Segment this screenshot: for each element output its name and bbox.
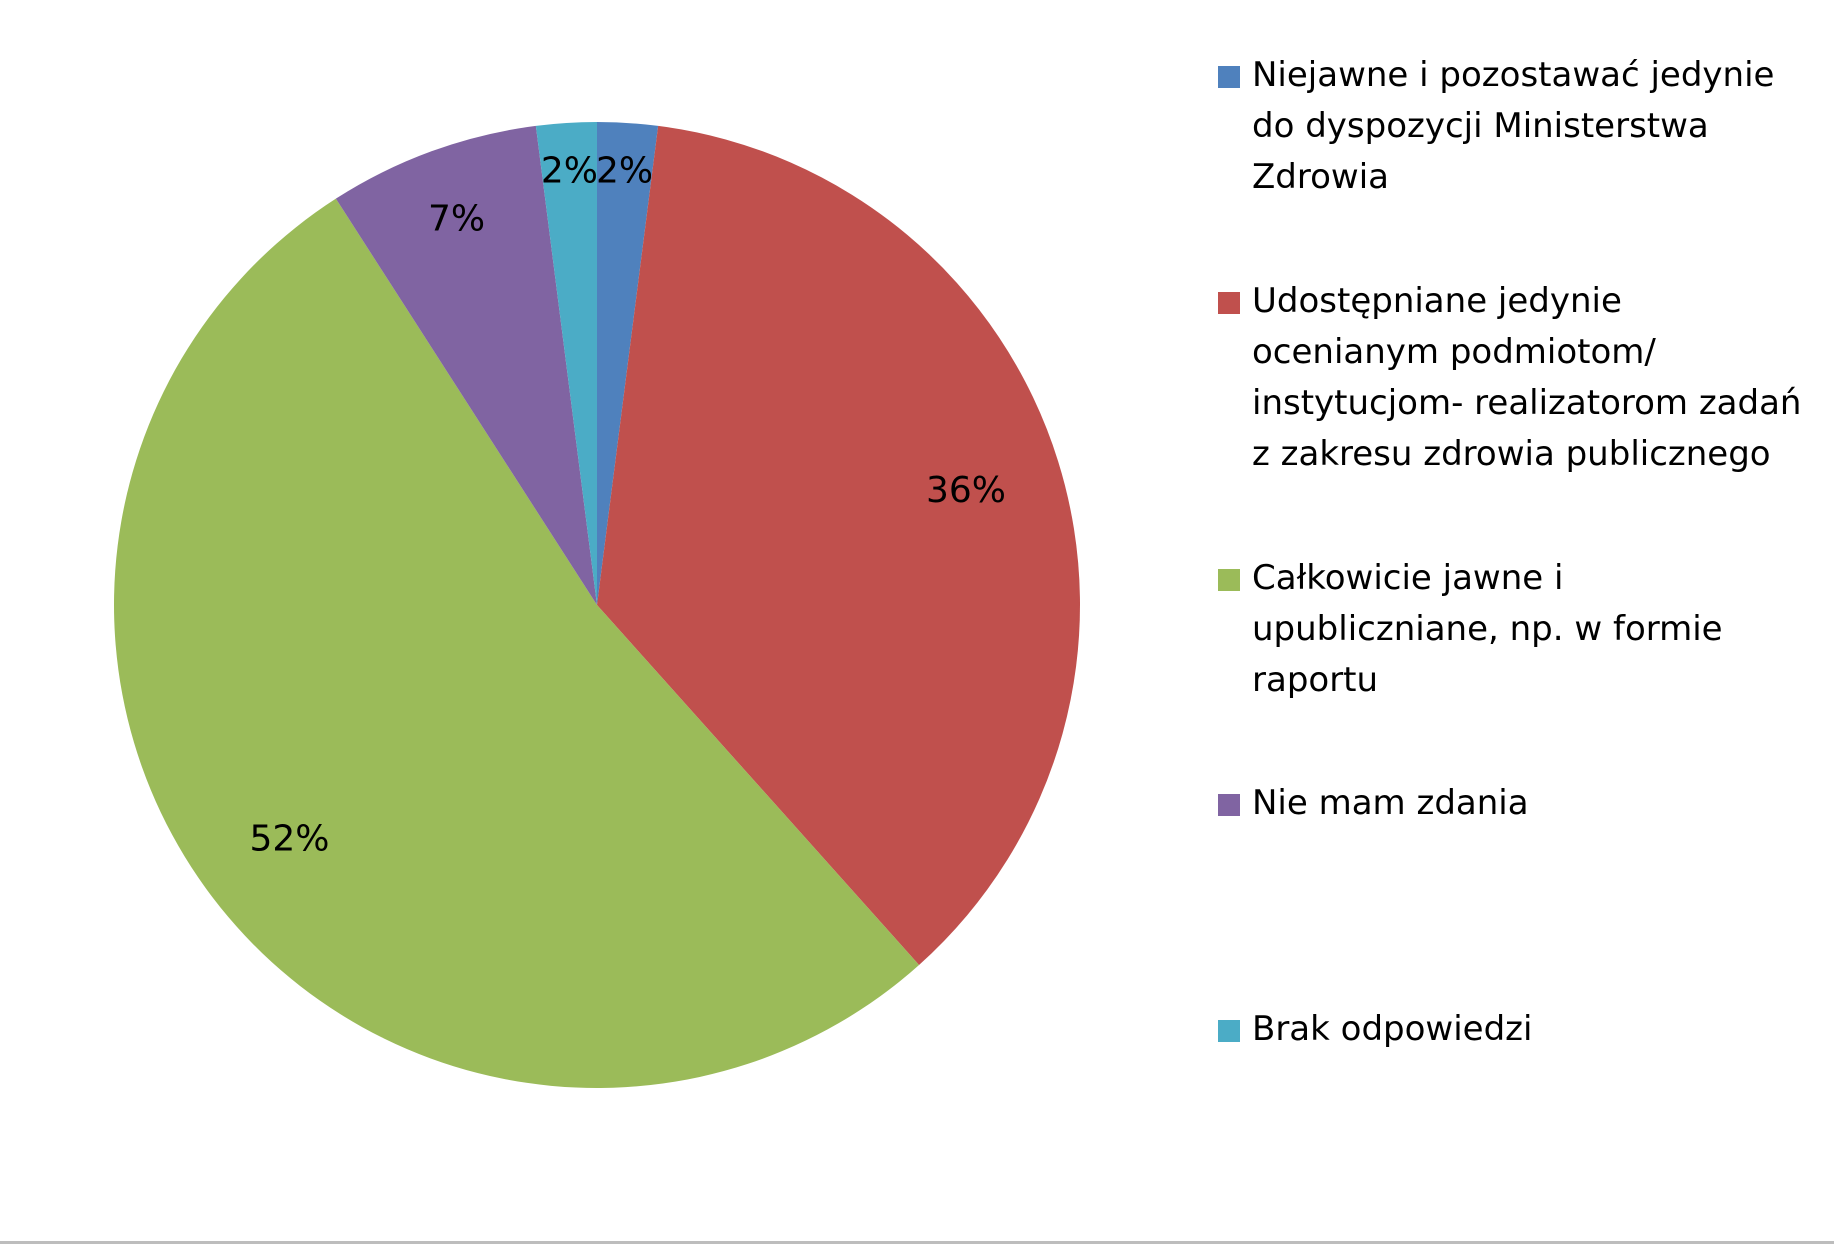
pie-data-labels: 2% 36% 52% 7% 2% — [250, 151, 1006, 860]
pie-slice-calkowicie-jawne — [114, 198, 920, 1088]
bottom-divider — [0, 1241, 1834, 1244]
legend-label: Całkowicie jawne i upubliczniane, np. w … — [1252, 558, 1723, 700]
data-label-niejawne: 2% — [596, 151, 653, 192]
data-label-calkowicie-jawne: 52% — [250, 819, 330, 860]
legend-swatch — [1218, 1020, 1240, 1042]
legend-swatch — [1218, 292, 1240, 314]
legend-swatch — [1218, 794, 1240, 816]
pie-slice-udostepniane — [597, 125, 1081, 965]
legend-label: Udostępniane jedynie ocenianym podmiotom… — [1252, 281, 1802, 474]
legend-label: Nie mam zdania — [1252, 783, 1529, 823]
legend-label: Niejawne i pozostawać jedynie do dyspozy… — [1252, 55, 1775, 197]
pie-slice-nie-mam-zdania — [335, 125, 597, 605]
data-label-udostepniane: 36% — [926, 470, 1006, 511]
pie-slice-niejawne — [597, 122, 659, 605]
legend-swatch — [1218, 569, 1240, 591]
legend-label: Brak odpowiedzi — [1252, 1009, 1533, 1049]
data-label-brak-odpowiedzi: 2% — [541, 151, 598, 192]
pie-slice-brak-odpowiedzi — [535, 122, 597, 605]
pie-slices — [114, 122, 1081, 1088]
data-label-nie-mam-zdania: 7% — [428, 199, 485, 240]
legend-swatch — [1218, 66, 1240, 88]
